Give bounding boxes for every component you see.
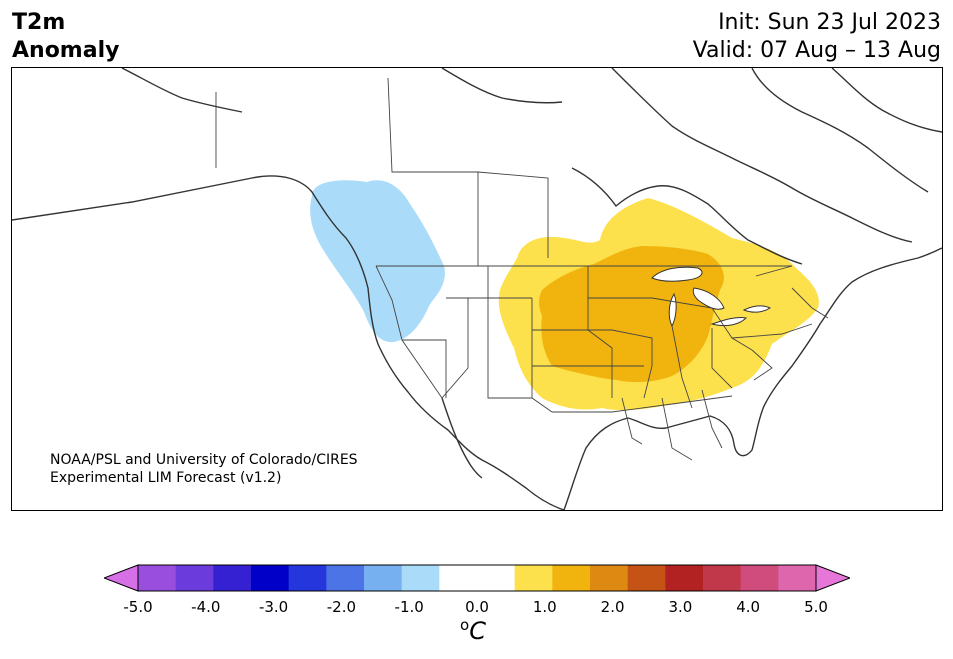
colorbar-cell	[138, 565, 177, 591]
credit-line-2: Experimental LIM Forecast (v1.2)	[50, 470, 282, 486]
colorbar-cell	[326, 565, 365, 591]
map-title: T2m Anomaly	[12, 9, 119, 65]
title-line-1: T2m	[12, 10, 66, 35]
forecast-dates: Init: Sun 23 Jul 2023 Valid: 07 Aug – 13…	[693, 9, 941, 65]
colorbar-cell	[778, 565, 817, 591]
credit-line-1: NOAA/PSL and University of Colorado/CIRE…	[50, 452, 358, 468]
colorbar-cell	[740, 565, 779, 591]
credit-text: NOAA/PSL and University of Colorado/CIRE…	[50, 451, 358, 487]
colorbar-tick-label: 3.0	[668, 598, 693, 616]
colorbar-unit: oC	[460, 616, 486, 645]
colorbar-extend-high	[815, 564, 850, 592]
degree-symbol: o	[460, 616, 470, 634]
colorbar-tick-label: 4.0	[736, 598, 761, 616]
colorbar-tick-label: 1.0	[532, 598, 557, 616]
colorbar-cell	[439, 565, 478, 591]
colorbar-cell	[364, 565, 403, 591]
colorbar-cell	[401, 565, 440, 591]
colorbar-outline	[137, 564, 817, 592]
colorbar-cell	[703, 565, 742, 591]
title-line-2: Anomaly	[12, 38, 120, 63]
colorbar-cell	[627, 565, 666, 591]
colorbar-cell	[552, 565, 591, 591]
colorbar-tick-label: -4.0	[191, 598, 221, 616]
colorbar-cell	[213, 565, 252, 591]
colorbar-tick-label: -3.0	[258, 598, 289, 616]
political-borders	[215, 77, 829, 461]
init-date: Init: Sun 23 Jul 2023	[718, 10, 941, 35]
colorbar-tick-label: 0.0	[465, 598, 489, 616]
colorbar-cell	[477, 565, 516, 591]
colorbar-cell	[514, 565, 553, 591]
colorbar-tick-label: 2.0	[600, 598, 625, 616]
coastlines	[12, 68, 942, 510]
unit-letter: C	[469, 617, 486, 645]
cold-anomaly-region	[310, 180, 445, 343]
colorbar-cells	[104, 564, 850, 592]
valid-date: Valid: 07 Aug – 13 Aug	[692, 38, 941, 63]
colorbar-cell	[590, 565, 629, 591]
colorbar-extend-low	[104, 564, 139, 592]
colorbar-cell	[251, 565, 290, 591]
colorbar-tick-label: -1.0	[394, 598, 424, 616]
anomaly-map	[12, 68, 942, 510]
colorbar	[104, 564, 850, 592]
colorbar-cell	[175, 565, 214, 591]
colorbar-tick-label: 5.0	[804, 598, 828, 616]
map-panel: NOAA/PSL and University of Colorado/CIRE…	[11, 67, 943, 511]
colorbar-tick-label: -2.0	[326, 598, 357, 616]
colorbar-cell	[665, 565, 704, 591]
colorbar-cell	[288, 565, 327, 591]
colorbar-tick-label: -5.0	[123, 598, 153, 616]
